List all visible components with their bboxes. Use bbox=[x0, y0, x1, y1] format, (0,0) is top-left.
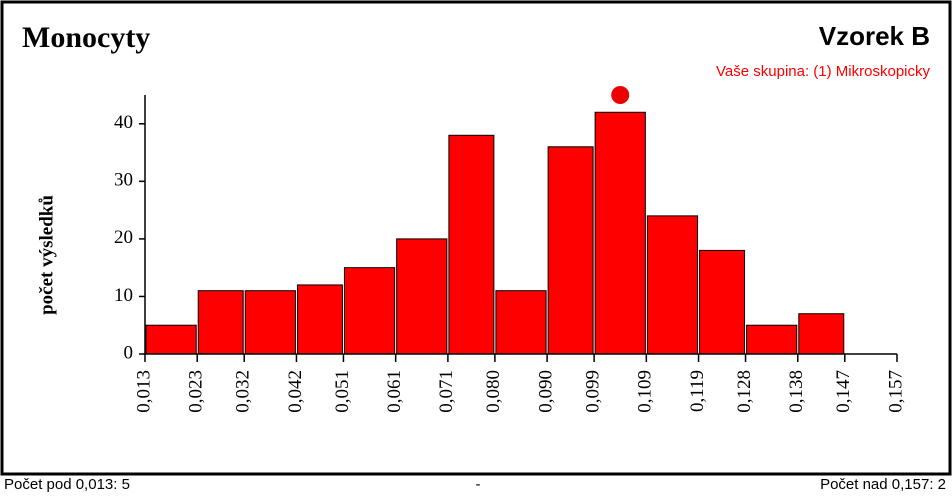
footer-right: Počet nad 0,157: 2 bbox=[820, 476, 946, 493]
x-tick-label: 0,138 bbox=[786, 370, 807, 413]
x-tick-label: 0,109 bbox=[635, 370, 656, 413]
x-tick-label: 0,157 bbox=[885, 370, 906, 413]
bar bbox=[495, 290, 547, 355]
x-tick-label: 0,013 bbox=[133, 370, 154, 413]
x-tick-label: 0,061 bbox=[384, 370, 405, 413]
x-tick-label: 0,090 bbox=[535, 370, 556, 413]
footer-left: Počet pod 0,013: 5 bbox=[4, 476, 130, 493]
x-tick-label: 0,051 bbox=[332, 370, 353, 413]
x-tick-label: 0,032 bbox=[233, 370, 254, 413]
bar bbox=[547, 146, 594, 355]
bar bbox=[699, 249, 746, 355]
marker bbox=[611, 86, 630, 104]
y-tick-label: 40 bbox=[114, 112, 133, 133]
x-tick-label: 0,080 bbox=[483, 370, 504, 413]
x-tick-label: 0,128 bbox=[734, 370, 755, 413]
y-tick-label: 0 bbox=[124, 342, 134, 363]
bar bbox=[343, 267, 396, 355]
y-tick-label: 10 bbox=[114, 285, 133, 306]
bar bbox=[145, 324, 197, 355]
x-tick-label: 0,023 bbox=[186, 370, 207, 413]
bar bbox=[646, 215, 699, 355]
bar bbox=[798, 313, 845, 355]
y-tick-label: 30 bbox=[114, 170, 133, 191]
footer-center: - bbox=[476, 476, 481, 493]
x-tick-label: 0,099 bbox=[582, 370, 603, 413]
x-tick-label: 0,119 bbox=[687, 370, 708, 412]
annotation: Vaše skupina: (1) Mikroskopicky bbox=[716, 63, 930, 80]
bar bbox=[197, 290, 244, 355]
bar bbox=[448, 134, 495, 355]
chart-subtitle: Vzorek B bbox=[819, 21, 930, 51]
bar bbox=[296, 284, 343, 355]
y-axis-label: počet výsledků bbox=[36, 195, 57, 315]
bar bbox=[244, 290, 296, 355]
bar bbox=[746, 324, 798, 355]
frame bbox=[0, 0, 952, 476]
x-tick-label: 0,042 bbox=[285, 370, 306, 413]
bar bbox=[594, 111, 646, 355]
chart-title: Monocyty bbox=[22, 21, 150, 54]
bar bbox=[396, 238, 448, 355]
x-tick-label: 0,147 bbox=[833, 370, 854, 413]
x-tick-label: 0,071 bbox=[436, 370, 457, 413]
y-tick-label: 20 bbox=[114, 227, 133, 248]
